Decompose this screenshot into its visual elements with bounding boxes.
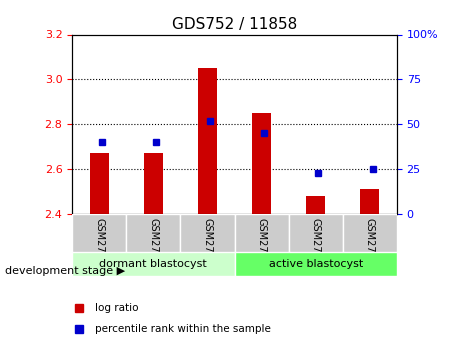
FancyBboxPatch shape [289,214,343,252]
Text: development stage ▶: development stage ▶ [5,266,124,276]
Text: dormant blastocyst: dormant blastocyst [100,259,207,269]
Bar [306,196,325,214]
Text: GSM27756: GSM27756 [257,218,267,271]
Title: GDS752 / 11858: GDS752 / 11858 [172,17,297,32]
Text: GSM27754: GSM27754 [148,218,158,271]
Text: GSM27753: GSM27753 [94,218,104,271]
Bar [252,113,271,214]
FancyBboxPatch shape [72,252,235,276]
FancyBboxPatch shape [343,214,397,252]
Bar [90,153,109,214]
FancyBboxPatch shape [126,214,180,252]
FancyBboxPatch shape [180,214,235,252]
Text: GSM27757: GSM27757 [311,218,321,271]
FancyBboxPatch shape [72,214,126,252]
Text: GSM27755: GSM27755 [202,218,212,271]
FancyBboxPatch shape [235,214,289,252]
Text: percentile rank within the sample: percentile rank within the sample [95,324,271,334]
Text: GSM27758: GSM27758 [365,218,375,271]
FancyBboxPatch shape [235,252,397,276]
Text: active blastocyst: active blastocyst [269,259,363,269]
Bar [198,68,217,214]
Bar [144,153,163,214]
Bar [360,189,379,214]
Text: log ratio: log ratio [95,303,138,313]
